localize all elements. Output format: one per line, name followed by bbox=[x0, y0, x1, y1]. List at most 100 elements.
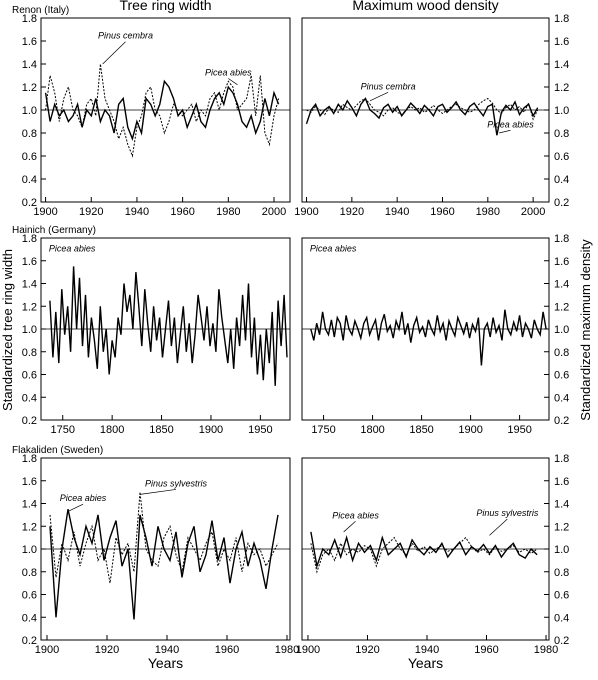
x-tick-label: 2000 bbox=[262, 206, 286, 218]
data-line bbox=[45, 63, 280, 158]
y-tick-label: 0.6 bbox=[554, 590, 569, 602]
y-tick-label: 0.6 bbox=[22, 370, 37, 382]
data-line bbox=[306, 97, 539, 121]
x-tick-label: 1900 bbox=[296, 644, 320, 656]
label-pointer bbox=[489, 518, 508, 536]
x-tick-label: 1960 bbox=[215, 644, 239, 656]
y-tick-label: 0.8 bbox=[554, 128, 569, 140]
label-pointer bbox=[369, 91, 389, 102]
data-line bbox=[310, 309, 547, 366]
y-tick-label: 0.8 bbox=[554, 347, 569, 359]
y-tick-label: 1.2 bbox=[554, 301, 569, 313]
x-tick-label: 1940 bbox=[415, 644, 439, 656]
y-tick-label: 0.4 bbox=[22, 392, 37, 404]
series-label: Pinus sylvestris bbox=[145, 478, 208, 488]
y-tick-label: 0.8 bbox=[22, 567, 37, 579]
y-tick-label: 1.6 bbox=[554, 476, 569, 488]
y-tick-label: 1.8 bbox=[554, 13, 569, 25]
label-pointer bbox=[499, 129, 511, 134]
x-tick-label: 1920 bbox=[79, 206, 103, 218]
x-tick-label: 1950 bbox=[248, 424, 272, 436]
y-tick-label: 1.2 bbox=[554, 82, 569, 94]
series-label: Picea abies bbox=[332, 510, 379, 520]
x-tick-label: 1980 bbox=[216, 206, 240, 218]
series-label: Picea abies bbox=[310, 244, 357, 254]
series-label: Pinus sylvestris bbox=[476, 508, 539, 518]
data-line bbox=[44, 79, 280, 142]
x-tick-label: 1900 bbox=[35, 644, 59, 656]
y-tick-label: 1.4 bbox=[554, 279, 569, 291]
y-axis-label: Standardized maximum density bbox=[578, 239, 593, 421]
y-tick-label: 1.6 bbox=[22, 36, 37, 48]
y-tick-label: 0.4 bbox=[554, 174, 569, 186]
y-axis-label: Standardized tree ring width bbox=[0, 249, 15, 411]
y-tick-label: 0.2 bbox=[554, 197, 569, 209]
y-tick-label: 1.4 bbox=[22, 59, 37, 71]
x-tick-label: 1900 bbox=[33, 206, 57, 218]
x-tick-label: 1800 bbox=[100, 424, 124, 436]
x-tick-label: 1850 bbox=[149, 424, 173, 436]
x-axis-label: Years bbox=[148, 655, 183, 671]
y-tick-label: 0.4 bbox=[22, 174, 37, 186]
y-tick-label: 1.8 bbox=[554, 233, 569, 245]
series-label: Picea abies bbox=[49, 244, 96, 254]
y-tick-label: 1.0 bbox=[22, 544, 37, 556]
y-tick-label: 1.0 bbox=[22, 105, 37, 117]
y-tick-label: 1.0 bbox=[554, 544, 569, 556]
x-tick-label: 1940 bbox=[385, 206, 409, 218]
column-title: Maximum wood density bbox=[352, 0, 498, 13]
y-tick-label: 0.2 bbox=[22, 415, 37, 427]
x-tick-label: 1940 bbox=[125, 206, 149, 218]
x-tick-label: 1750 bbox=[311, 424, 335, 436]
x-tick-label: 1980 bbox=[534, 644, 558, 656]
column-title: Tree ring width bbox=[119, 0, 211, 13]
y-tick-label: 0.8 bbox=[554, 567, 569, 579]
y-tick-label: 1.2 bbox=[22, 82, 37, 94]
y-tick-label: 0.6 bbox=[22, 590, 37, 602]
x-tick-label: 1960 bbox=[430, 206, 454, 218]
y-tick-label: 1.6 bbox=[554, 36, 569, 48]
data-line bbox=[49, 266, 288, 386]
y-tick-label: 0.2 bbox=[554, 415, 569, 427]
data-line bbox=[305, 97, 539, 136]
x-axis-label: Years bbox=[408, 655, 443, 671]
y-tick-label: 1.2 bbox=[22, 301, 37, 313]
y-tick-label: 1.6 bbox=[554, 256, 569, 268]
x-tick-label: 2000 bbox=[521, 206, 545, 218]
y-tick-label: 0.8 bbox=[22, 128, 37, 140]
site-label: Renon (Italy) bbox=[12, 5, 69, 16]
y-tick-label: 1.8 bbox=[554, 453, 569, 465]
y-tick-label: 1.2 bbox=[554, 521, 569, 533]
x-tick-label: 1750 bbox=[50, 424, 74, 436]
y-tick-label: 1.0 bbox=[554, 105, 569, 117]
data-line bbox=[310, 536, 538, 574]
x-tick-label: 1920 bbox=[355, 644, 379, 656]
data-line bbox=[49, 509, 279, 620]
y-tick-label: 1.6 bbox=[22, 256, 37, 268]
y-tick-label: 1.8 bbox=[22, 453, 37, 465]
x-tick-label: 1980 bbox=[275, 644, 299, 656]
y-tick-label: 0.6 bbox=[554, 370, 569, 382]
y-tick-label: 0.4 bbox=[554, 612, 569, 624]
y-tick-label: 1.8 bbox=[22, 13, 37, 25]
x-tick-label: 1950 bbox=[507, 424, 531, 436]
label-pointer bbox=[139, 489, 177, 495]
y-tick-label: 1.2 bbox=[22, 521, 37, 533]
data-line bbox=[49, 492, 279, 584]
y-tick-label: 1.4 bbox=[22, 499, 37, 511]
x-tick-label: 1940 bbox=[155, 644, 179, 656]
y-tick-label: 1.0 bbox=[22, 324, 37, 336]
series-label: Pinus cembra bbox=[98, 31, 153, 41]
x-tick-label: 1960 bbox=[474, 644, 498, 656]
x-tick-label: 1900 bbox=[294, 206, 318, 218]
x-tick-label: 1900 bbox=[458, 424, 482, 436]
y-tick-label: 1.6 bbox=[22, 476, 37, 488]
x-tick-label: 1920 bbox=[340, 206, 364, 218]
y-tick-label: 0.8 bbox=[22, 347, 37, 359]
y-tick-label: 1.4 bbox=[554, 499, 569, 511]
y-tick-label: 0.2 bbox=[22, 197, 37, 209]
y-tick-label: 0.6 bbox=[22, 151, 37, 163]
series-label: Picea abies bbox=[487, 119, 534, 129]
y-tick-label: 0.4 bbox=[554, 392, 569, 404]
